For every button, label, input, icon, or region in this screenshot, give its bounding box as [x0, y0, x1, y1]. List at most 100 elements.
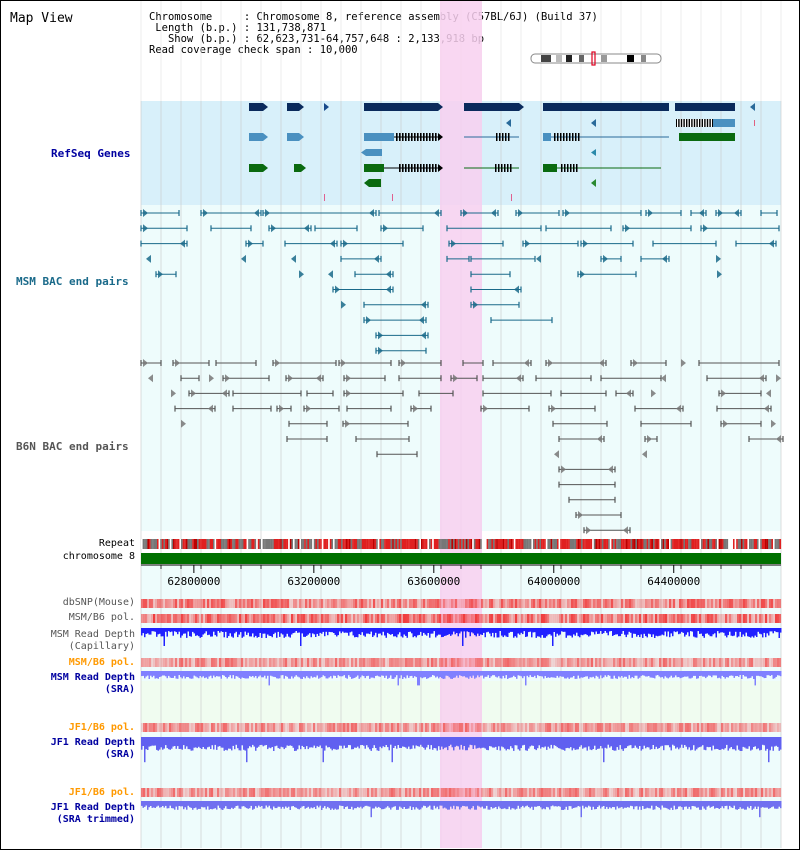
jf1-depth-sra-bar — [334, 737, 336, 750]
msm-depth-cap-bar — [543, 628, 545, 638]
msm-b6-pol-cell — [619, 614, 622, 623]
track-label-msm-b6-pol-2[interactable]: MSM/B6 pol. — [68, 657, 135, 668]
track-label-jf1-b6-pol[interactable]: JF1/B6 pol. — [68, 722, 135, 733]
track-label-msm-bac[interactable]: MSM BAC end pairs — [16, 275, 129, 288]
msm-depth-cap-bar — [393, 628, 395, 637]
track-label-dbsnp[interactable]: dbSNP(Mouse) — [62, 597, 135, 608]
msm-depth-sra-bar — [400, 671, 402, 676]
msm-depth-sra-bar — [757, 671, 759, 676]
msm-b6-pol2-cell — [703, 658, 706, 667]
msm-b6-pol-cell — [151, 614, 154, 623]
jf1-depth-trim-bar — [601, 801, 603, 807]
msm-b6-pol2-cell — [299, 658, 302, 667]
jf1-b6-pol-cell — [621, 723, 624, 732]
msm-depth-sra-bar — [342, 671, 344, 677]
jf1-depth-sra-bar — [628, 737, 630, 746]
track-label-jf1-depth-trimmed[interactable]: JF1 Read Depth (SRA trimmed) — [50, 802, 135, 825]
repeat-feature — [742, 539, 745, 549]
track-label-b6n-bac[interactable]: B6N BAC end pairs — [16, 440, 129, 453]
jf1-depth-sra-bar — [168, 737, 170, 750]
jf1-b6-pol2-cell — [571, 788, 574, 797]
jf1-depth-trim-bar — [298, 801, 300, 810]
msm-depth-sra-bar — [685, 671, 687, 677]
msm-b6-pol2-cell — [231, 658, 234, 667]
msm-b6-pol2-cell — [385, 658, 388, 667]
jf1-depth-sra-bar — [361, 737, 363, 745]
msm-depth-cap-bar — [379, 628, 381, 634]
jf1-depth-sra-bar — [534, 737, 536, 750]
msm-b6-pol-cell — [437, 614, 440, 623]
track-label-msm-depth-capillary[interactable]: MSM Read Depth (Capillary) — [50, 629, 135, 652]
view-title: Map View — [10, 11, 73, 26]
track-label-msm-b6-pol[interactable]: MSM/B6 pol. — [68, 612, 135, 623]
gene-exon — [435, 164, 437, 172]
jf1-b6-pol-cell — [267, 723, 270, 732]
msm-b6-pol-cell — [349, 614, 352, 623]
msm-b6-pol-cell — [571, 614, 574, 623]
dbsnp-cell — [703, 599, 706, 608]
msm-b6-pol2-cell — [525, 658, 528, 667]
jf1-b6-pol2-cell — [715, 788, 718, 797]
repeat-feature — [752, 539, 754, 549]
msm-depth-cap-bar — [541, 628, 543, 636]
track-label-msm-depth-sra[interactable]: MSM Read Depth (SRA) — [50, 672, 135, 695]
jf1-b6-pol-cell — [339, 723, 342, 732]
jf1-b6-pol-cell — [289, 723, 292, 732]
msm-depth-cap-bar — [741, 628, 743, 637]
repeat-feature — [241, 539, 244, 549]
msm-depth-sra-bar — [639, 671, 641, 678]
jf1-depth-sra-bar — [685, 737, 687, 747]
jf1-depth-sra-bar — [498, 737, 500, 747]
msm-b6-pol-cell — [779, 614, 782, 623]
msm-depth-cap-bar — [219, 628, 221, 633]
msm-depth-cap-bar — [465, 628, 467, 638]
jf1-depth-trim-bar — [466, 801, 468, 807]
jf1-depth-sra-bar — [213, 737, 215, 750]
jf1-depth-trim-bar — [718, 801, 720, 809]
jf1-depth-trim-bar — [423, 801, 425, 806]
msm-depth-cap-bar — [715, 628, 717, 638]
dbsnp-cell — [421, 599, 424, 608]
jf1-depth-sra-bar — [592, 737, 594, 749]
msm-depth-cap-bar — [190, 628, 192, 637]
b6n-bac-end — [181, 419, 186, 428]
dbsnp-cell — [427, 599, 430, 608]
jf1-depth-sra-bar — [676, 737, 678, 748]
repeat-feature — [705, 539, 708, 549]
msm-depth-sra-bar — [288, 671, 290, 679]
dbsnp-cell — [317, 599, 320, 608]
msm-depth-cap-bar — [631, 628, 633, 638]
msm-depth-cap-bar — [765, 628, 767, 638]
msm-depth-sra-bar — [432, 671, 434, 675]
track-label-jf1-depth-sra[interactable]: JF1 Read Depth (SRA) — [50, 737, 135, 760]
track-label-jf1-b6-pol-2[interactable]: JF1/B6 pol. — [68, 787, 135, 798]
msm-b6-pol2-cell — [399, 658, 402, 667]
msm-depth-sra-bar — [184, 671, 186, 679]
dbsnp-cell — [697, 599, 700, 608]
msm-bac-end — [304, 224, 309, 233]
msm-b6-pol-cell — [535, 614, 538, 623]
jf1-depth-trim-bar — [334, 801, 336, 809]
gene-block — [294, 164, 301, 172]
msm-b6-pol-cell — [339, 614, 342, 623]
msm-depth-cap-bar — [277, 628, 279, 632]
track-label-refseq[interactable]: RefSeq Genes — [51, 147, 131, 160]
repeat-feature — [462, 539, 465, 549]
jf1-depth-sra-bar — [157, 737, 159, 751]
msm-b6-pol2-cell — [715, 658, 718, 667]
dbsnp-cell — [719, 599, 722, 608]
msm-b6-pol-cell — [321, 614, 324, 623]
jf1-depth-trim-bar — [361, 801, 363, 809]
jf1-b6-pol2-cell — [325, 788, 328, 797]
axis-tick-label: 64000000 — [527, 575, 580, 588]
b6n-bac-end — [661, 374, 666, 383]
msm-b6-pol2-cell — [573, 658, 576, 667]
gene-exon-gap — [708, 119, 710, 127]
msm-depth-sra-bar — [373, 671, 375, 679]
jf1-b6-pol-cell — [263, 723, 266, 732]
msm-depth-sra-bar — [616, 671, 618, 679]
dbsnp-cell — [331, 599, 334, 608]
msm-depth-sra-bar — [156, 671, 158, 679]
msm-b6-pol-cell — [325, 614, 328, 623]
